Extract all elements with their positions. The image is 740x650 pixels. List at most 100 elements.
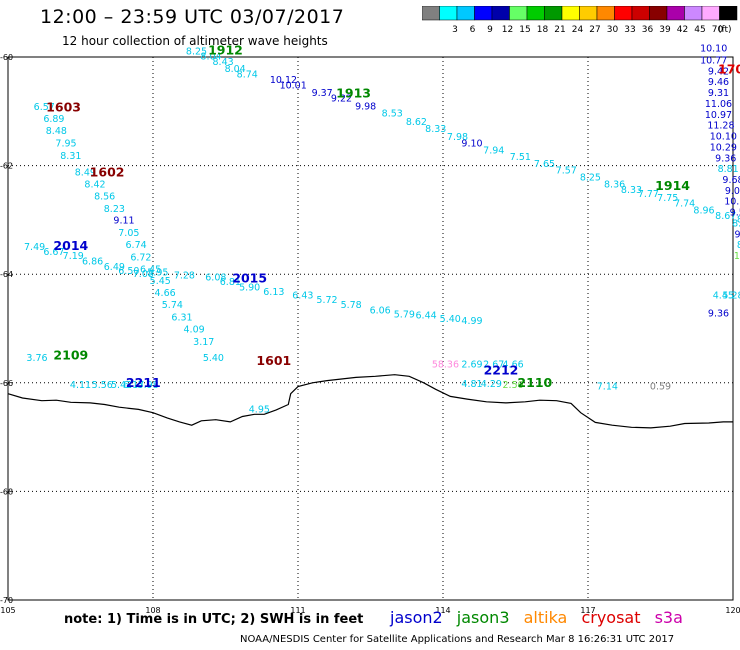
wave-height-value: 8.23 <box>104 204 125 215</box>
latitude-label: -60 <box>0 53 13 62</box>
wave-height-value: 7.95 <box>55 139 76 150</box>
pass-time-label: 1602 <box>90 164 125 179</box>
wave-height-value: 7.74 <box>674 198 695 209</box>
wave-height-value: 4.66 <box>155 288 176 299</box>
wave-height-value: 6.89 <box>43 114 64 125</box>
wave-height-value: 7.05 <box>118 228 139 239</box>
wave-height-value: 4.11 <box>70 380 91 391</box>
wave-height-value: 8.04 <box>200 52 221 63</box>
longitude-label: 117 <box>580 606 595 615</box>
pass-time-label: 1912 <box>208 42 243 57</box>
wave-height-value: 8.85 <box>737 240 740 251</box>
pass-time-label: 1601 <box>256 353 291 368</box>
pass-time-label: 1709 <box>718 61 740 76</box>
wave-height-value: 6.44 <box>416 311 437 322</box>
longitude-label: 114 <box>435 606 450 615</box>
wave-height-value: 10.97 <box>705 110 732 121</box>
color-scale-tick-label: 3 <box>452 25 458 35</box>
wave-height-value: 4.99 <box>461 316 482 327</box>
page-title: 12:00 – 23:59 UTC 03/07/2017 <box>40 6 345 28</box>
wave-height-value: 7.75 <box>657 193 678 204</box>
wave-height-value: 9.68 <box>722 175 740 186</box>
wave-height-value: 7.14 <box>597 381 618 392</box>
wave-height-value: 4.29 <box>481 379 502 390</box>
wave-height-value: 2.67 <box>483 360 504 371</box>
wave-height-value: 2.69 <box>461 360 482 371</box>
color-scale-tick-label: 21 <box>554 25 565 35</box>
pass-time-label: 2014 <box>53 238 88 253</box>
wave-height-value: 8.49 <box>75 167 96 178</box>
pass-time-label: 2109 <box>53 347 88 362</box>
wave-height-value: 8.42 <box>84 179 105 190</box>
wave-height-value: 9.46 <box>708 77 729 88</box>
satellite-label-s3a: s3a <box>654 608 683 627</box>
satellite-legend: jason2 jason3 altika cryosat s3a <box>390 608 692 627</box>
color-scale-tick-label: 30 <box>607 25 619 35</box>
color-scale-tick-label: 39 <box>659 25 671 35</box>
wave-height-value: 9.07 <box>725 186 740 197</box>
wave-height-value: 8.74 <box>237 70 258 81</box>
wave-height-value: 8.96 <box>693 205 714 216</box>
wave-height-value: 5.40 <box>203 353 224 364</box>
wave-height-value: 11.28 <box>707 121 734 132</box>
longitude-label: 108 <box>145 606 160 615</box>
wave-height-value: 8.31 <box>60 151 81 162</box>
wave-height-value: 3.76 <box>26 353 47 364</box>
color-scale-legend: 3 6 9 12 15 18 21 24 27 30 33 36 39 42 45 70(ft) <box>422 6 738 35</box>
wave-height-value: 9.36 <box>715 153 736 164</box>
latitude-label: -70 <box>0 596 13 605</box>
color-scale-tick-label: 6 <box>470 25 476 35</box>
wave-height-value: 10.29 <box>710 142 737 153</box>
wave-height-value: 6.08 <box>205 273 226 284</box>
color-scale-tick-label: 36 <box>642 25 654 35</box>
page-subtitle: 12 hour collection of altimeter wave hei… <box>62 34 328 48</box>
wave-height-value: 9.31 <box>708 88 729 99</box>
wave-height-value: 4.45 <box>713 291 734 302</box>
wave-height-value: 4.95 <box>249 405 270 416</box>
satellite-label-altika: altika <box>523 608 568 627</box>
latitude-label: -62 <box>0 162 13 171</box>
color-scale-tick-label: 27 <box>589 25 600 35</box>
wave-height-value: 5.40 <box>440 314 461 325</box>
wave-height-value: 5.72 <box>316 295 337 306</box>
wave-height-value: 10.22 <box>724 197 740 208</box>
wave-height-value: 6.74 <box>126 240 147 251</box>
color-scale-tick-label: 33 <box>624 25 635 35</box>
wave-height-value: 6.45 <box>140 265 161 276</box>
wave-height-value: 7.77 <box>638 189 659 200</box>
wave-height-value: 9.11 <box>113 216 134 227</box>
wave-height-value: 10.12 <box>270 75 297 86</box>
wave-height-value: 5.90 <box>239 282 260 293</box>
wave-height-value: 10.10 <box>710 132 737 143</box>
wave-height-value: 11.06 <box>705 99 732 110</box>
wave-height-value: 7.98 <box>447 132 468 143</box>
wave-height-value: 12.39 <box>734 251 740 262</box>
color-scale-tick-label: 12 <box>502 25 513 35</box>
wave-height-value: 7.51 <box>510 152 531 163</box>
wave-height-value: 8.48 <box>46 126 67 137</box>
wave-height-value: 5.43 <box>111 380 132 391</box>
wave-height-value: 6.49 <box>104 262 125 273</box>
wave-height-value: 6.06 <box>370 305 391 316</box>
latitude-label: -64 <box>0 270 13 279</box>
wave-height-value: 8.36 <box>604 179 625 190</box>
pass-time-label: 2015 <box>232 270 267 285</box>
color-scale-swatch <box>719 6 738 21</box>
wave-height-value: 7.08 <box>133 269 154 280</box>
wave-height-value: 9.22 <box>331 94 352 105</box>
longitude-label: 111 <box>290 606 305 615</box>
wave-height-value: 5.98 <box>138 380 159 391</box>
wave-height-value: 9.36 <box>708 309 729 320</box>
satellite-label-jason3: jason3 <box>456 608 510 627</box>
pass-time-label: 2211 <box>126 375 161 390</box>
wave-height-value: 5.95 <box>147 267 168 278</box>
wave-height-value: 6.67 <box>43 247 64 258</box>
pass-time-label: 1914 <box>655 178 690 193</box>
wave-height-value: 6.13 <box>263 287 284 298</box>
wave-height-value: 8.25 <box>186 46 207 57</box>
wave-height-value: 5.79 <box>394 310 415 321</box>
wave-height-value: 9.10 <box>461 139 482 150</box>
wave-height-value: 8.56 <box>94 191 115 202</box>
wave-height-value: 6.17 <box>123 380 144 391</box>
wave-height-value: 8.43 <box>213 57 234 68</box>
